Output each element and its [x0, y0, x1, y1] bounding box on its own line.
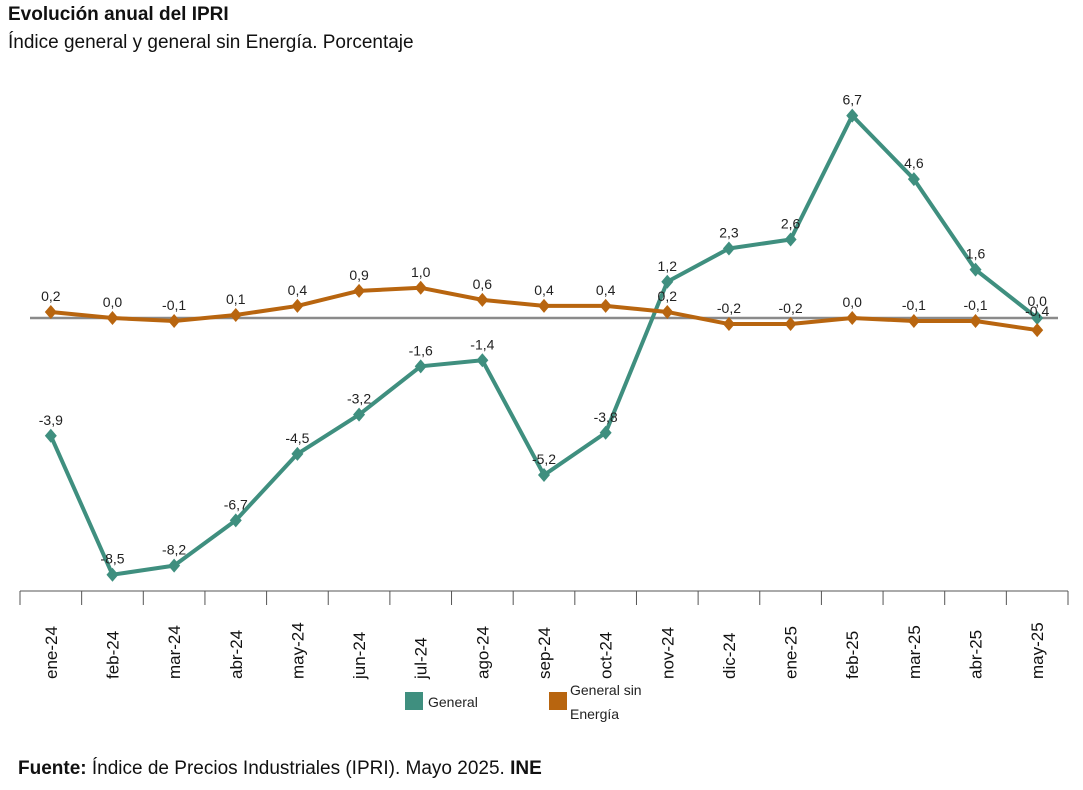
data-label-general: 6,7	[843, 92, 863, 108]
data-point-sin_energia	[44, 304, 57, 319]
data-point-sin_energia	[353, 283, 366, 298]
data-point-sin_energia	[414, 280, 427, 295]
data-label-general: 2,6	[781, 215, 801, 231]
data-label-general: 1,2	[658, 258, 678, 274]
data-label-general: -1,4	[470, 336, 494, 352]
legend-swatch-sin-energia	[549, 692, 567, 710]
data-point-sin_energia	[168, 314, 181, 329]
x-tick-label: jul-24	[412, 637, 431, 680]
data-point-general	[291, 446, 304, 461]
data-label-sin_energia: -0,1	[902, 297, 926, 313]
legend: General General sin Energía	[405, 682, 642, 722]
data-label-general: -3,8	[594, 409, 618, 425]
data-point-general	[907, 172, 920, 187]
data-point-sin_energia	[229, 307, 242, 322]
data-point-sin_energia	[907, 314, 920, 329]
data-point-general	[599, 425, 612, 440]
data-label-sin_energia: 0,9	[349, 267, 369, 283]
x-tick-label: abr-24	[227, 630, 246, 679]
data-point-general	[722, 241, 735, 256]
chart-title: Evolución anual del IPRI	[8, 4, 229, 25]
data-label-general: 0,0	[1027, 293, 1047, 309]
data-point-general	[784, 232, 797, 247]
data-point-sin_energia	[722, 317, 735, 332]
data-label-sin_energia: 0,2	[658, 288, 678, 304]
legend-swatch-general	[405, 692, 423, 710]
data-point-sin_energia	[784, 317, 797, 332]
x-tick-label: dic-24	[720, 633, 739, 679]
x-tick-label: ene-24	[42, 626, 61, 679]
data-point-sin_energia	[969, 314, 982, 329]
data-point-general	[476, 353, 489, 368]
x-tick-label: nov-24	[658, 627, 677, 679]
data-label-general: 2,3	[719, 225, 739, 241]
legend-label-sin-energia-line1: General sin	[570, 682, 642, 698]
data-label-general: -3,9	[39, 412, 63, 428]
x-tick-label: abr-25	[967, 630, 986, 679]
data-label-sin_energia: -0,2	[779, 300, 803, 316]
data-label-sin_energia: -0,1	[162, 297, 186, 313]
data-label-sin_energia: 0,4	[288, 282, 308, 298]
data-label-general: -3,2	[347, 391, 371, 407]
data-point-general	[661, 274, 674, 289]
legend-label-sin-energia-line2: Energía	[570, 706, 619, 722]
data-point-sin_energia	[291, 298, 304, 313]
data-point-general	[106, 567, 119, 582]
data-point-general	[414, 359, 427, 374]
data-point-general	[538, 468, 550, 483]
data-point-general	[353, 407, 366, 422]
x-tick-label: feb-24	[103, 631, 122, 679]
chart-subtitle: Índice general y general sin Energía. Po…	[8, 32, 414, 53]
source-note: Fuente: Índice de Precios Industriales (…	[18, 758, 542, 780]
data-point-sin_energia	[599, 298, 612, 313]
data-point-sin_energia	[846, 311, 859, 325]
data-label-sin_energia: -0,2	[717, 300, 741, 316]
data-point-general	[1031, 311, 1044, 325]
data-label-general: -4,5	[285, 430, 309, 446]
source-publisher: INE	[510, 758, 542, 779]
data-label-sin_energia: 0,6	[473, 276, 493, 292]
line-chart: ene-24 feb-24 mar-24 abr-24 may-24 jun-24 jul-…	[19, 92, 1069, 722]
data-label-sin_energia: 0,4	[534, 282, 554, 298]
data-point-general	[846, 108, 859, 123]
legend-label-general: General	[428, 694, 478, 710]
data-label-sin_energia: -0,4	[1025, 303, 1049, 319]
x-tick-label: feb-25	[843, 631, 862, 679]
x-tick-label: jun-24	[350, 632, 369, 680]
data-label-sin_energia: -0,1	[963, 297, 987, 313]
data-label-sin_energia: 0,1	[226, 291, 246, 307]
x-tick-label: oct-24	[597, 632, 616, 679]
x-tick-label: may-24	[288, 622, 307, 679]
data-label-general: -5,2	[532, 451, 556, 467]
data-point-sin_energia	[661, 304, 674, 319]
source-text: Índice de Precios Industriales (IPRI). M…	[86, 758, 511, 779]
data-label-general: 1,6	[966, 246, 986, 262]
data-point-sin_energia	[476, 292, 489, 307]
x-tick-label: ene-25	[782, 626, 801, 679]
data-point-sin_energia	[1031, 323, 1044, 338]
data-label-sin_energia: 0,0	[103, 294, 123, 310]
data-label-sin_energia: 0,2	[41, 288, 61, 304]
x-tick-label: mar-25	[905, 625, 924, 679]
data-point-sin_energia	[106, 311, 119, 325]
data-label-general: -8,5	[100, 551, 124, 567]
data-point-general	[44, 428, 57, 443]
data-label-sin_energia: 0,0	[843, 294, 863, 310]
data-point-sin_energia	[538, 298, 550, 313]
x-tick-label: may-25	[1028, 622, 1047, 679]
data-point-general	[168, 558, 181, 573]
data-label-sin_energia: 1,0	[411, 264, 431, 280]
data-label-general: -1,6	[409, 342, 433, 358]
x-tick-label: mar-24	[165, 625, 184, 679]
x-tick-label: ago-24	[473, 626, 492, 679]
data-label-general: 4,6	[904, 155, 924, 171]
data-label-sin_energia: 0,4	[596, 282, 616, 298]
data-label-general: -8,2	[162, 542, 186, 558]
series-line-general	[48, 113, 1039, 577]
data-point-general	[229, 513, 242, 528]
source-prefix: Fuente:	[18, 758, 87, 779]
data-label-general: -6,7	[224, 496, 248, 512]
data-point-general	[969, 262, 982, 277]
x-tick-label: sep-24	[535, 627, 554, 679]
